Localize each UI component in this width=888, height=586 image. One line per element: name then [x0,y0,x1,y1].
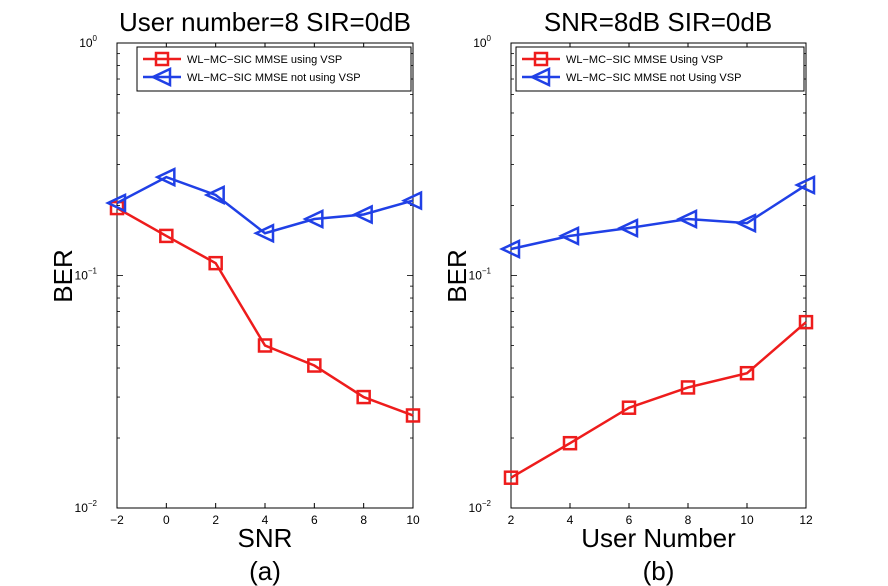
legend-box [515,46,805,92]
x-tick-label: 4 [262,513,269,527]
legend-marker [150,67,172,87]
data-point [208,255,223,271]
x-tick-label: 6 [311,513,318,527]
chart-title: SNR=8dB SIR=0dB [544,7,772,37]
y-axis-label: BER [442,249,472,302]
x-tick-label: 2 [508,513,515,527]
x-tick-label: 8 [360,513,367,527]
data-point [154,167,176,188]
data-point [159,228,174,244]
x-tick-label: 12 [799,513,813,527]
data-point [401,190,423,211]
legend-item: WL−MC−SIC MMSE Using VSP [522,51,723,67]
x-axis-label: SNR [238,523,293,553]
data-point [351,204,373,225]
x-tick-label: 8 [685,513,692,527]
y-axis-label: BER [48,249,78,302]
data-point [499,239,521,259]
x-axis-label: User Number [581,523,736,553]
data-point [302,209,324,229]
legend-box [136,46,412,92]
chart-title: User number=8 SIR=0dB [119,7,411,37]
data-point [105,193,127,213]
data-point [203,185,225,205]
data-point [503,470,519,485]
data-point [617,218,639,239]
x-tick-label: 0 [163,513,170,527]
legend-label: WL−MC−SIC MMSE not using VSP [187,72,361,84]
y-tick-label: 100 [473,34,491,50]
series-line [510,183,807,251]
x-tick-label: 6 [626,513,633,527]
series-line [116,175,414,235]
legend-label: WL−MC−SIC MMSE Using VSP [566,54,723,66]
legend-marker [154,51,170,67]
legend-item: WL−MC−SIC MMSE not Using VSP [522,67,741,87]
data-point [798,314,814,330]
data-point [257,338,273,353]
x-tick-label: 10 [406,513,420,527]
data-point [356,389,371,405]
legend-marker [529,67,551,87]
panel-caption: (a) [249,556,281,586]
data-point [621,400,637,415]
data-point [562,435,578,451]
x-tick-label: 4 [567,513,574,527]
data-point [558,225,580,246]
data-point [794,175,816,195]
plot-area [116,42,414,509]
legend-label: WL−MC−SIC MMSE not Using VSP [566,72,741,84]
y-tick-label: 10−2 [75,499,98,515]
x-tick-label: 10 [740,513,754,527]
data-point [405,408,421,423]
series-not-using-vsp [499,175,816,259]
legend: WL−MC−SIC MMSE using VSP WL−MC−SIC MMSE n… [136,46,412,92]
data-point [676,209,698,229]
data-point [680,380,696,395]
plot-area [510,42,807,509]
legend: WL−MC−SIC MMSE Using VSP WL−MC−SIC MMSE n… [515,46,805,92]
series-using-vsp [109,200,421,423]
y-tick-label: 10−2 [469,499,492,515]
series-line [116,206,414,417]
data-point [253,223,275,244]
legend-marker [533,51,549,67]
series-not-using-vsp [105,167,423,244]
y-tick-label: 100 [79,34,97,50]
panel-caption: (b) [643,556,675,586]
legend-item: WL−MC−SIC MMSE not using VSP [143,67,361,87]
series-using-vsp [503,314,814,485]
data-point [739,365,755,381]
x-tick-label: 2 [212,513,219,527]
legend-label: WL−MC−SIC MMSE using VSP [187,54,342,66]
data-point [735,213,757,234]
data-point [307,358,322,373]
series-line [510,321,807,479]
legend-item: WL−MC−SIC MMSE using VSP [143,51,342,67]
x-tick-label: −2 [110,513,124,527]
